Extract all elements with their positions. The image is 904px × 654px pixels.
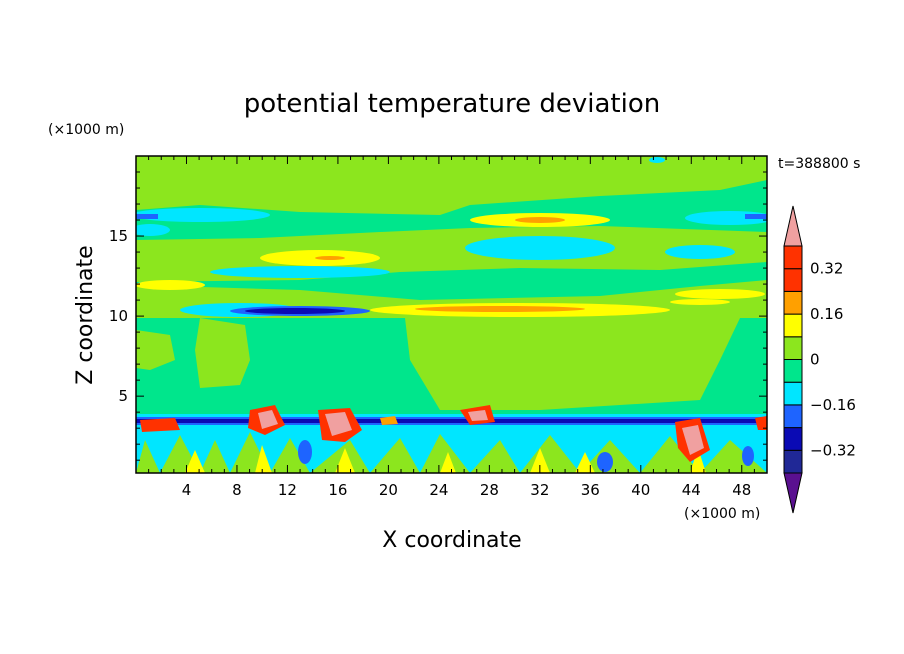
colorbar-box bbox=[783, 290, 803, 315]
x-tick-label: 32 bbox=[530, 481, 549, 499]
cyan-patch-center bbox=[465, 236, 615, 260]
x-tick-label: 16 bbox=[328, 481, 347, 499]
x-tick-label: 24 bbox=[429, 481, 448, 499]
x-tick-label: 36 bbox=[581, 481, 600, 499]
region-far-left-lime bbox=[136, 330, 175, 370]
colorbar-label: 0.32 bbox=[810, 260, 843, 278]
chart-title: potential temperature deviation bbox=[244, 89, 660, 119]
colorbar-upper-extension bbox=[783, 205, 803, 247]
y-tick-label: 5 bbox=[118, 387, 128, 405]
x-axis-ticks: 4 8 12 16 20 24 28 32 36 40 44 48 bbox=[148, 156, 755, 499]
inversion-navy bbox=[136, 419, 767, 423]
blue-updraft-3 bbox=[742, 446, 754, 466]
colorbar-box bbox=[783, 404, 803, 429]
yellow-spot-10km-right bbox=[670, 299, 730, 305]
colorbar-box bbox=[783, 449, 803, 474]
colorbar-label: 0.16 bbox=[810, 305, 843, 323]
x-tick-label: 20 bbox=[379, 481, 398, 499]
blue-strip-16km bbox=[136, 214, 158, 219]
colorbar-box bbox=[783, 245, 803, 270]
region-left-lime bbox=[195, 318, 250, 388]
x-tick-label: 8 bbox=[232, 481, 242, 499]
cyan-patch-upper-left bbox=[136, 208, 270, 222]
y-tick-label: 10 bbox=[109, 307, 128, 325]
yellow-band-12km-right bbox=[675, 289, 765, 299]
x-tick-label: 44 bbox=[682, 481, 701, 499]
x-tick-label: 28 bbox=[480, 481, 499, 499]
x-tick-label: 40 bbox=[631, 481, 650, 499]
colorbar-box bbox=[783, 336, 803, 360]
region-upper-lime-left bbox=[190, 170, 430, 210]
navy-band-10km bbox=[245, 308, 345, 314]
colorbar-box bbox=[783, 268, 803, 292]
orange-spot-upper bbox=[515, 217, 565, 223]
time-label: t=388800 s bbox=[778, 156, 860, 172]
x-tick-label: 4 bbox=[182, 481, 192, 499]
x-tick-label: 48 bbox=[732, 481, 751, 499]
y-unit-label: (×1000 m) bbox=[48, 122, 124, 138]
colorbar-label: 0 bbox=[810, 351, 820, 369]
x-tick-label: 12 bbox=[278, 481, 297, 499]
hot-cells bbox=[140, 405, 767, 462]
colorbar-box bbox=[783, 427, 803, 451]
colorbar-label: −0.16 bbox=[810, 396, 856, 414]
x-unit-label: (×1000 m) bbox=[684, 506, 760, 522]
colorbar-label: −0.32 bbox=[810, 441, 856, 459]
y-tick-label: 15 bbox=[109, 227, 128, 245]
colorbar-box bbox=[783, 313, 803, 338]
cyan-patch-left-edge bbox=[136, 224, 170, 236]
colorbar-box bbox=[783, 381, 803, 406]
colorbar-box bbox=[783, 359, 803, 383]
cyan-patch-right bbox=[665, 245, 735, 259]
blue-updraft-2 bbox=[597, 452, 613, 472]
x-axis-label: X coordinate bbox=[382, 528, 521, 553]
cyan-patch-top-right bbox=[649, 157, 665, 163]
y-axis-label: Z coordinate bbox=[73, 245, 98, 384]
region-center-lime bbox=[405, 318, 740, 410]
cyan-patch-mid-left bbox=[210, 266, 390, 278]
y-axis-ticks: 5 10 15 bbox=[109, 171, 767, 461]
orange-band-10km bbox=[415, 306, 585, 312]
boundary-layer-yellow-structures bbox=[185, 445, 706, 473]
blue-updraft-1 bbox=[298, 440, 312, 464]
orange-spot-14km bbox=[315, 256, 345, 260]
yellow-band-12km-left bbox=[136, 280, 205, 290]
colorbar-lower-extension bbox=[783, 472, 803, 514]
colorbar: 0.32 0.16 0 −0.16 −0.32 bbox=[783, 205, 856, 514]
blue-strip-16km-right bbox=[745, 214, 767, 219]
heatmap-field bbox=[136, 156, 767, 473]
